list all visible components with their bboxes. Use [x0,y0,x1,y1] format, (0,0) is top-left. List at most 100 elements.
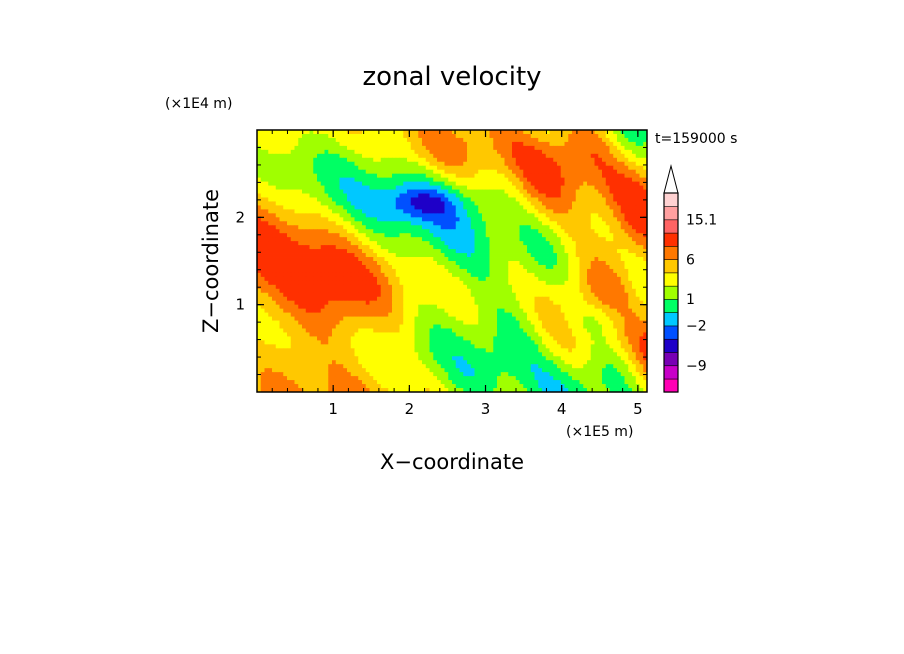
field-cell [407,161,412,167]
field-cell [309,201,314,206]
field-cell [538,316,543,321]
field-cell [557,137,562,143]
field-cell [624,312,629,317]
field-cell [620,292,625,298]
field-cell [575,284,580,290]
field-cell [328,201,333,206]
field-cell [260,201,265,206]
field-cell [478,141,483,147]
field-cell [572,300,577,306]
field-cell [257,245,262,250]
field-cell [264,137,269,143]
field-cell [643,173,647,179]
field-cell [395,257,400,262]
field-cell [403,193,408,198]
field-cell [568,177,573,183]
field-cell [268,193,273,198]
field-cell [452,233,457,238]
field-cell [392,264,397,270]
field-cell [624,197,629,202]
field-cell [422,253,427,258]
field-cell [583,153,588,159]
field-cell [609,288,614,294]
field-cell [493,249,498,254]
field-cell [324,133,329,139]
field-cell [493,217,498,222]
field-cell [553,272,558,278]
field-cell [347,304,352,310]
field-cell [605,213,610,218]
field-cell [407,221,412,226]
field-cell [403,241,408,246]
field-cell [377,304,382,310]
field-cell [332,213,337,218]
field-cell [617,205,622,210]
field-cell [643,201,647,206]
field-cell [328,177,333,183]
field-cell [613,296,618,302]
field-cell [474,165,479,171]
field-cell [560,177,565,183]
field-cell [275,209,280,214]
field-cell [628,197,633,202]
field-cell [557,205,562,210]
field-cell [328,249,333,254]
field-cell [399,157,404,163]
field-cell [530,300,535,306]
field-cell [579,193,584,198]
field-cell [485,205,490,210]
field-cell [635,229,640,234]
field-cell [590,185,595,190]
field-cell [298,257,303,262]
field-cell [429,308,434,314]
field-cell [275,189,280,194]
field-cell [519,169,524,175]
field-cell [279,229,284,234]
field-cell [377,213,382,218]
field-cell [350,161,355,167]
field-cell [260,300,265,306]
field-cell [317,169,322,175]
field-cell [275,133,280,139]
field-cell [444,284,449,290]
field-cell [515,165,520,171]
field-cell [557,249,562,254]
field-cell [620,308,625,314]
field-cell [290,296,295,302]
field-cell [530,233,535,238]
field-cell [583,141,588,147]
field-cell [429,280,434,286]
field-cell [564,133,569,139]
field-cell [302,137,307,143]
field-cell [388,185,393,190]
field-cell [628,157,633,163]
field-cell [482,296,487,302]
field-cell [369,300,374,306]
field-cell [455,308,460,314]
field-cell [557,312,562,317]
field-cell [384,257,389,262]
field-cell [257,237,262,242]
field-cell [557,276,562,282]
field-cell [643,161,647,167]
field-cell [260,193,265,198]
field-cell [613,233,618,238]
field-cell [317,308,322,314]
field-cell [635,209,640,214]
field-cell [425,280,430,286]
field-cell [324,205,329,210]
field-cell [392,193,397,198]
field-cell [395,201,400,206]
field-cell [444,173,449,179]
field-cell [643,304,647,310]
field-cell [260,272,265,278]
field-cell [392,189,397,194]
field-cell [298,249,303,254]
field-cell [474,276,479,282]
field-cell [339,268,344,274]
field-cell [564,189,569,194]
field-cell [410,205,415,210]
field-cell [332,205,337,210]
field-cell [485,225,490,230]
field-cell [624,157,629,163]
